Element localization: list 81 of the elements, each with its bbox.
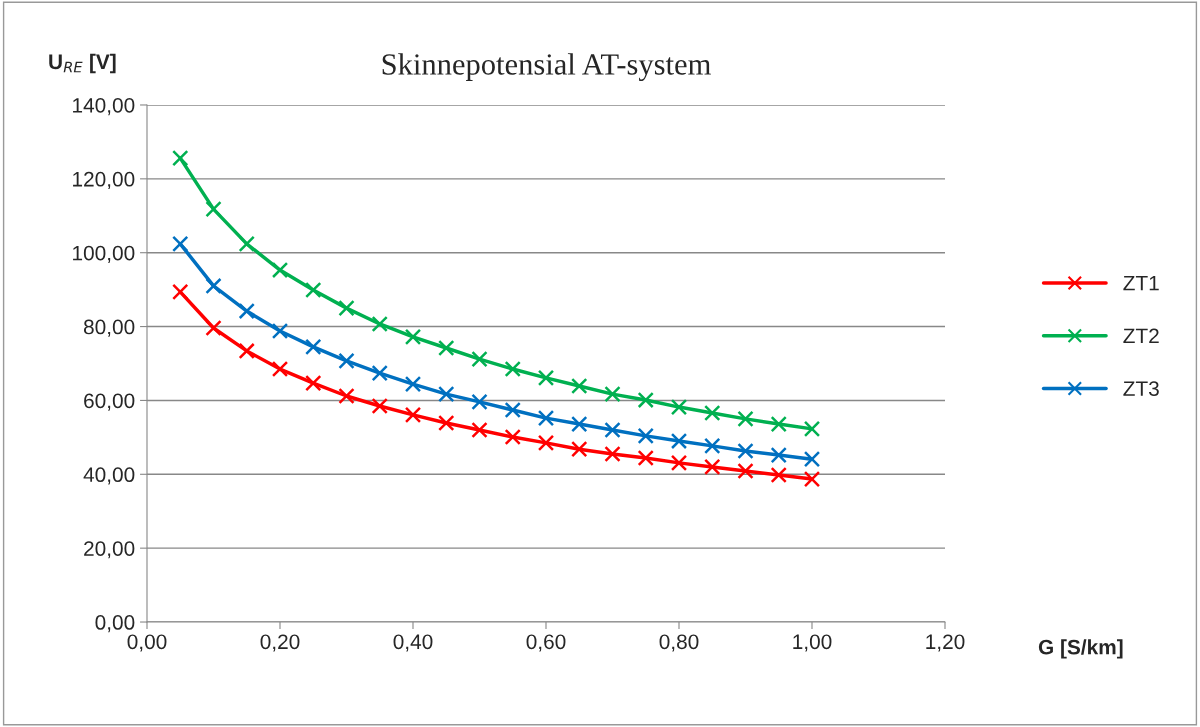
- y-tick-label: 40,00: [83, 467, 135, 485]
- point: [471, 393, 488, 411]
- point: [404, 328, 422, 346]
- point: [537, 434, 555, 452]
- y-tick-label: 100,00: [73, 245, 135, 263]
- point: [803, 420, 821, 438]
- point: [571, 415, 588, 433]
- x-tick-label: 0,80: [659, 634, 699, 652]
- point: [704, 458, 721, 476]
- legend-label: ZT1: [1123, 275, 1159, 291]
- point: [172, 235, 189, 253]
- point: [338, 387, 355, 405]
- point: [670, 454, 688, 472]
- point: [571, 377, 588, 395]
- point: [305, 374, 322, 392]
- point: [338, 352, 355, 370]
- point: [371, 364, 388, 382]
- legend-label: ZT2: [1123, 328, 1159, 344]
- y-axis-title: U$_{RE}$ [V]: [49, 53, 116, 74]
- legend-label: ZT3: [1123, 381, 1159, 396]
- point: [238, 342, 255, 360]
- y-tick-label: 140,00: [73, 97, 135, 116]
- point: [604, 445, 621, 463]
- point: [305, 338, 322, 356]
- point: [537, 409, 555, 427]
- point: [404, 375, 422, 393]
- point: [704, 404, 721, 422]
- x-tick-label: 1,00: [793, 634, 832, 652]
- point: [571, 440, 588, 458]
- x-axis-title: G [S/km]: [1038, 639, 1123, 659]
- point: [271, 261, 289, 279]
- point: [737, 462, 754, 480]
- point: [504, 428, 521, 446]
- y-tick-label: 20,00: [84, 541, 135, 559]
- point: [305, 281, 322, 299]
- point: [637, 449, 654, 467]
- point: [172, 149, 189, 167]
- point: [471, 421, 488, 439]
- point: [205, 200, 222, 218]
- y-tick-label: 60,00: [84, 393, 135, 411]
- point: [504, 360, 521, 378]
- point: [704, 437, 721, 455]
- point: [172, 283, 189, 301]
- point: [737, 442, 754, 460]
- point: [205, 319, 222, 337]
- point: [271, 322, 289, 340]
- point: [770, 446, 787, 464]
- point: [670, 432, 688, 450]
- point: [637, 427, 654, 445]
- point: [670, 398, 688, 416]
- point: [737, 410, 754, 428]
- point: [271, 360, 289, 378]
- x-tick-label: 0,40: [393, 634, 433, 652]
- y-tick-label: 120,00: [73, 171, 135, 190]
- y-tick-label: 0,00: [95, 615, 135, 633]
- point: [338, 299, 355, 317]
- point: [404, 406, 422, 424]
- chart-title: Skinnepotensial AT-system: [382, 53, 711, 82]
- point: [537, 369, 555, 387]
- x-tick-label: 0,60: [526, 634, 566, 652]
- point: [770, 466, 787, 484]
- point: [438, 414, 455, 432]
- point: [371, 315, 388, 333]
- point: [803, 470, 821, 488]
- point: [371, 397, 388, 415]
- point: [438, 385, 455, 403]
- x-tick-label: 0,20: [260, 634, 300, 652]
- point: [504, 401, 521, 419]
- point: [205, 277, 222, 295]
- point: [637, 391, 654, 409]
- y-tick-label: 80,00: [83, 319, 135, 337]
- point: [770, 415, 787, 433]
- point: [438, 339, 455, 357]
- point: [803, 450, 821, 468]
- point: [604, 421, 621, 439]
- x-tick-label: 0,00: [127, 634, 167, 652]
- point: [604, 385, 621, 403]
- point: [471, 350, 488, 368]
- point: [238, 302, 255, 320]
- point: [238, 235, 255, 253]
- x-tick-label: 1,20: [926, 634, 965, 652]
